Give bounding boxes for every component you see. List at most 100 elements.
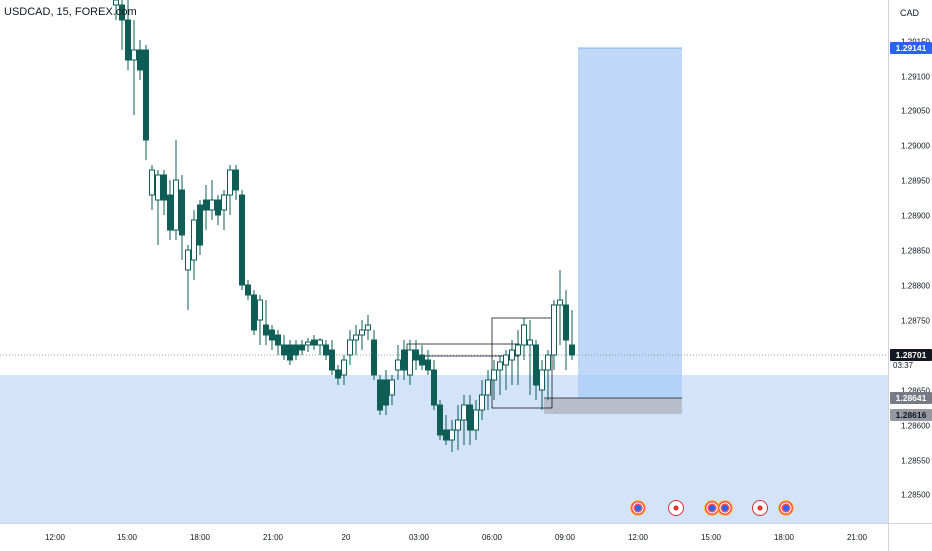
candle-body [215, 199, 221, 216]
candle-body [119, 4, 125, 21]
candle-body [413, 349, 419, 361]
candle-body [533, 344, 539, 386]
price-tick: 1.29100 [901, 72, 930, 82]
candle-body [149, 169, 155, 196]
candle-body [491, 369, 497, 381]
time-tick: 21:00 [262, 533, 284, 542]
candle-body [551, 304, 557, 356]
candle-body [233, 169, 239, 191]
time-tick: 18:00 [773, 533, 795, 542]
candle-body [155, 174, 161, 201]
price-tick: 1.28650 [901, 386, 930, 396]
price-tick: 1.28850 [901, 246, 930, 256]
price-tick: 1.29000 [901, 141, 930, 151]
candle-body [323, 344, 329, 356]
candle-body [473, 409, 479, 431]
candle-body [563, 304, 569, 341]
time-tick: 21:00 [846, 533, 868, 542]
us-flag-icon[interactable] [778, 500, 794, 516]
time-tick: 20 [341, 533, 351, 542]
candle-body [257, 299, 263, 321]
candlestick-chart[interactable] [0, 0, 888, 523]
price-tick: 1.28600 [901, 421, 930, 431]
currency-label: CAD [899, 8, 919, 18]
candle-body [185, 249, 191, 271]
price-tick: 1.28950 [901, 176, 930, 186]
entry-price-label: 1.28641 [890, 392, 932, 404]
candle-body [239, 194, 245, 286]
candle-body [365, 324, 371, 331]
time-tick: 18:00 [189, 533, 211, 542]
candle-body [125, 19, 131, 61]
candle-body [449, 429, 455, 441]
candle-body [347, 339, 353, 356]
candle-body [419, 354, 425, 366]
candle-body [329, 349, 335, 371]
candle-body [545, 354, 551, 371]
price-tick: 1.28750 [901, 316, 930, 326]
candle-body [455, 419, 461, 431]
candle-body [371, 339, 377, 376]
price-tick: 1.28900 [901, 211, 930, 221]
candle-body [317, 339, 323, 346]
candle-body [485, 379, 491, 396]
candle-body [479, 394, 485, 411]
us-flag-icon[interactable] [717, 500, 733, 516]
candle-body [425, 359, 431, 371]
candle-body [335, 369, 341, 379]
candle-body [377, 379, 383, 411]
candle-body [527, 339, 533, 346]
candle-body [557, 299, 563, 306]
stop-zone [544, 398, 682, 414]
candle-body [203, 199, 209, 211]
candle-body [221, 194, 227, 211]
candle-body [437, 404, 443, 436]
price-tick: 1.28500 [901, 490, 930, 500]
candle-body [497, 361, 503, 371]
stop-price-label: 1.28616 [890, 409, 932, 421]
lower-zone [0, 375, 888, 523]
candle-body [143, 49, 149, 141]
current-price-label: 1.28701 [890, 349, 932, 361]
candle-body [167, 194, 173, 231]
candle-body [461, 404, 467, 421]
time-tick: 03:00 [408, 533, 430, 542]
candle-body [161, 174, 167, 201]
candle-body [443, 429, 449, 441]
candle-body [245, 284, 251, 296]
us-flag-icon[interactable] [630, 500, 646, 516]
ca-flag-icon[interactable] [752, 500, 768, 516]
candle-body [227, 169, 233, 196]
price-tick: 1.28800 [901, 281, 930, 291]
candle-body [515, 344, 521, 356]
time-tick: 12:00 [627, 533, 649, 542]
ca-flag-icon[interactable] [668, 500, 684, 516]
time-tick: 15:00 [700, 533, 722, 542]
chart-pane[interactable]: USDCAD, 15, FOREX.com [0, 0, 888, 523]
bar-countdown: 03:37 [893, 361, 914, 370]
candle-body [353, 334, 359, 341]
candle-body [401, 349, 407, 371]
candle-body [293, 344, 299, 356]
candle-body [431, 369, 437, 406]
range-box [491, 317, 553, 409]
candle-body [521, 324, 527, 346]
candle-body [569, 344, 575, 356]
candle-body [359, 329, 365, 336]
profit-zone [578, 48, 682, 398]
candle-body [173, 179, 179, 231]
candle-body [539, 369, 545, 391]
time-tick: 15:00 [116, 533, 138, 542]
candle-body [191, 219, 197, 261]
time-tick: 06:00 [481, 533, 503, 542]
price-axis[interactable]: CAD 1.29150 1.29100 1.29050 1.29000 1.28… [888, 0, 932, 523]
time-axis[interactable]: 12:00 15:00 18:00 21:00 20 03:00 06:00 0… [0, 523, 888, 551]
price-tick: 1.29050 [901, 106, 930, 116]
candle-body [287, 344, 293, 361]
candle-body [503, 354, 509, 366]
candle-body [281, 344, 287, 356]
candle-body [467, 404, 473, 431]
candle-body [113, 0, 119, 6]
symbol-title[interactable]: USDCAD, 15, FOREX.com [4, 6, 137, 18]
candle-body [251, 294, 257, 331]
